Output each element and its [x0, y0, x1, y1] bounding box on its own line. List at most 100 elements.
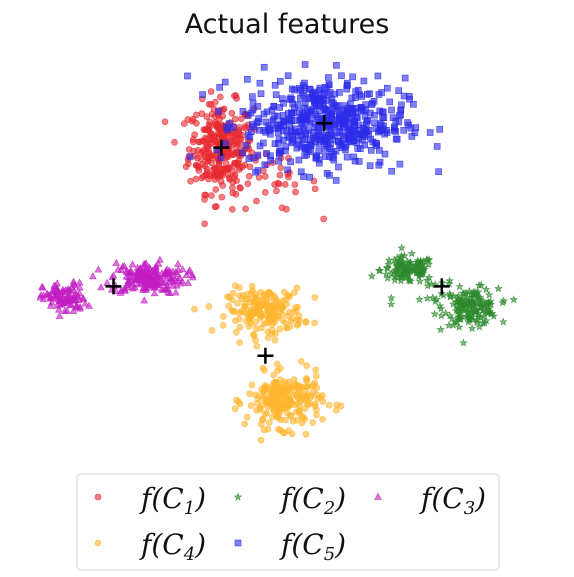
data-point	[208, 192, 215, 199]
data-point	[273, 187, 280, 195]
data-point	[282, 404, 290, 412]
data-point	[147, 281, 156, 289]
data-point	[426, 129, 434, 136]
data-point	[236, 292, 243, 300]
data-point	[246, 133, 254, 141]
data-point	[284, 166, 291, 174]
data-point	[435, 301, 445, 310]
data-point	[331, 132, 339, 140]
data-point	[275, 149, 283, 157]
data-point	[229, 184, 236, 192]
data-point	[467, 324, 477, 333]
data-point	[242, 142, 250, 149]
data-point	[389, 267, 399, 276]
data-point	[423, 256, 432, 265]
data-point	[121, 285, 129, 293]
data-point	[313, 102, 320, 110]
centroid-marker-5	[316, 115, 333, 132]
centroid-marker-4	[257, 347, 274, 364]
data-point	[265, 419, 273, 426]
data-point	[141, 285, 150, 293]
data-point	[207, 88, 215, 95]
data-point	[244, 76, 251, 83]
data-point	[271, 336, 279, 344]
data-point	[427, 279, 436, 288]
data-point	[210, 166, 218, 173]
data-point	[383, 84, 391, 92]
data-point	[332, 407, 340, 414]
data-point	[279, 303, 286, 311]
data-point	[371, 111, 378, 119]
data-point	[233, 396, 240, 404]
data-point	[363, 118, 371, 125]
data-point	[228, 296, 236, 304]
data-point	[215, 108, 222, 115]
data-point	[300, 124, 308, 131]
data-point	[246, 390, 253, 398]
data-point	[320, 99, 327, 107]
data-point	[231, 171, 239, 179]
data-point	[150, 289, 159, 297]
data-point	[388, 106, 395, 114]
data-point	[411, 129, 419, 137]
data-point	[215, 170, 223, 177]
data-point	[89, 272, 97, 280]
data-point	[112, 258, 121, 266]
data-point	[451, 317, 460, 326]
data-point	[249, 106, 257, 114]
data-point	[71, 296, 80, 304]
data-point	[399, 262, 409, 271]
data-point	[213, 133, 221, 141]
data-point	[400, 127, 408, 134]
data-point	[233, 95, 240, 102]
data-point	[127, 277, 136, 285]
data-point	[472, 297, 482, 306]
data-point	[168, 267, 177, 275]
data-point	[249, 93, 256, 101]
data-point	[401, 267, 410, 277]
data-point	[264, 334, 272, 341]
data-point	[266, 289, 274, 297]
data-point	[367, 135, 375, 143]
data-point	[479, 305, 488, 314]
data-point	[239, 149, 246, 157]
data-point	[134, 273, 143, 281]
data-point	[314, 395, 322, 402]
data-point	[294, 400, 301, 407]
data-point	[295, 312, 303, 320]
data-point	[298, 89, 306, 97]
data-point	[176, 279, 185, 287]
data-point	[174, 259, 182, 267]
data-point	[461, 288, 471, 297]
data-point	[391, 123, 398, 131]
data-point	[109, 271, 118, 279]
data-point	[331, 90, 338, 98]
data-point	[250, 154, 258, 162]
data-point	[428, 293, 438, 302]
data-point	[327, 110, 335, 118]
data-point	[392, 135, 400, 143]
data-point	[259, 415, 267, 423]
legend-label-3: f(C3)	[419, 482, 486, 519]
data-point	[262, 118, 270, 126]
data-point	[304, 144, 311, 151]
data-point	[311, 319, 318, 327]
data-point	[297, 358, 305, 365]
data-point	[262, 173, 269, 180]
data-point	[255, 126, 263, 134]
data-point	[441, 308, 450, 317]
data-point	[328, 123, 335, 131]
data-point	[116, 288, 125, 296]
data-point	[307, 120, 314, 127]
data-point	[494, 284, 503, 293]
data-point	[161, 269, 170, 277]
data-point	[498, 298, 508, 307]
data-point	[61, 286, 70, 294]
data-point	[138, 277, 146, 285]
data-point	[436, 325, 445, 334]
data-point	[483, 308, 492, 317]
data-point	[236, 284, 243, 291]
data-point	[301, 61, 309, 68]
data-point	[304, 401, 312, 408]
